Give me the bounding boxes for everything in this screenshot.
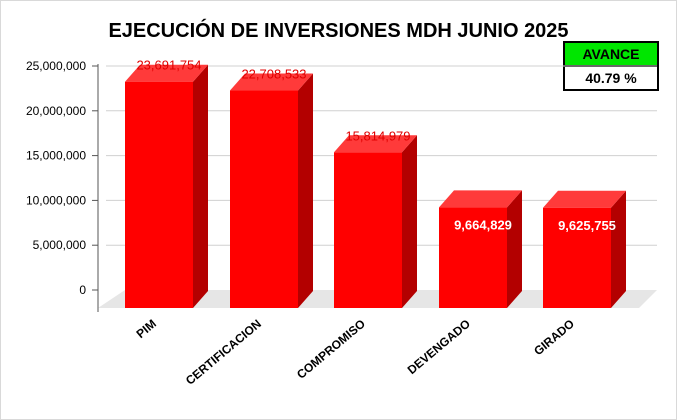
bar-devengado <box>439 190 522 308</box>
bar-front <box>125 81 193 308</box>
avance-badge: AVANCE 40.79 % <box>563 41 659 91</box>
bar-side <box>193 64 208 308</box>
bar-side <box>507 190 522 308</box>
x-tick-label: GIRADO <box>531 317 577 359</box>
bar-pim <box>125 64 208 308</box>
data-label: 23,691,754 <box>136 58 201 73</box>
y-tick-label: 15,000,000 <box>26 149 86 163</box>
bar-front <box>439 207 507 308</box>
y-tick-label: 0 <box>79 283 86 297</box>
bar-top <box>334 135 417 153</box>
bar-side <box>298 73 313 308</box>
data-label: 9,625,755 <box>558 218 616 233</box>
y-tick-label: 10,000,000 <box>26 193 86 207</box>
bar-side <box>611 190 626 308</box>
x-tick-label: DEVENGADO <box>405 317 473 377</box>
chart-title: EJECUCIÓN DE INVERSIONES MDH JUNIO 2025 <box>108 20 569 42</box>
data-label: 15,814,979 <box>345 128 410 143</box>
y-axis: 0 5,000,000 10,000,000 15,000,000 20,000,000… <box>26 59 99 312</box>
x-tick-label: CERTIFICACION <box>183 317 264 388</box>
bar-certificacion <box>230 73 313 308</box>
y-tick-label: 25,000,000 <box>26 59 86 73</box>
data-label: 22,708,533 <box>241 67 306 82</box>
bar-top <box>230 73 313 91</box>
bar-front <box>543 207 611 308</box>
x-tick-label: PIM <box>134 317 159 341</box>
bars <box>125 64 626 308</box>
bar-top <box>125 64 208 82</box>
avance-value: 40.79 % <box>565 67 657 89</box>
bar-compromiso <box>334 135 417 308</box>
bar-girado <box>543 190 626 308</box>
bar-front <box>334 152 402 308</box>
bar-side <box>402 135 417 308</box>
bar-front <box>230 90 298 308</box>
data-label: 9,664,829 <box>454 217 512 232</box>
x-tick-label: COMPROMISO <box>294 317 368 382</box>
bar-top <box>439 190 522 208</box>
data-labels: 23,691,754 22,708,533 15,814,979 9,664,829 9… <box>136 58 615 233</box>
y-tick-label: 20,000,000 <box>26 104 86 118</box>
y-tick-label: 5,000,000 <box>33 238 87 252</box>
x-axis-labels: PIM CERTIFICACION COMPROMISO DEVENGADO GIRAD… <box>134 317 577 388</box>
avance-label: AVANCE <box>565 43 657 67</box>
bar-top <box>543 190 626 208</box>
